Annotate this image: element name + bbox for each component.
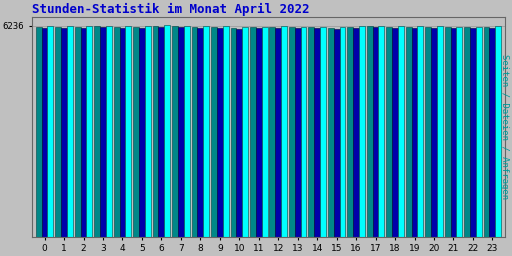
- Bar: [114, 27, 119, 237]
- Bar: [398, 26, 404, 237]
- Bar: [437, 26, 443, 237]
- Bar: [203, 26, 209, 237]
- Bar: [445, 27, 451, 237]
- Bar: [67, 26, 73, 237]
- Bar: [269, 27, 275, 237]
- Bar: [417, 26, 423, 237]
- Bar: [80, 28, 87, 237]
- Bar: [191, 27, 198, 237]
- Bar: [198, 28, 203, 237]
- Bar: [301, 27, 307, 237]
- Bar: [75, 27, 80, 237]
- Bar: [36, 27, 41, 237]
- Bar: [412, 28, 417, 237]
- Bar: [295, 28, 301, 237]
- Bar: [100, 27, 106, 237]
- Bar: [172, 26, 178, 237]
- Bar: [256, 28, 262, 237]
- Bar: [470, 28, 476, 237]
- Bar: [373, 27, 378, 237]
- Bar: [431, 28, 437, 237]
- Bar: [230, 28, 237, 237]
- Bar: [159, 27, 164, 237]
- Bar: [125, 26, 131, 237]
- Bar: [178, 27, 184, 237]
- Bar: [87, 26, 92, 237]
- Bar: [106, 26, 112, 237]
- Bar: [153, 26, 159, 237]
- Bar: [334, 28, 339, 237]
- Bar: [242, 27, 248, 237]
- Bar: [320, 27, 326, 237]
- Bar: [61, 28, 67, 237]
- Bar: [456, 27, 462, 237]
- Bar: [275, 28, 281, 237]
- Bar: [392, 28, 398, 237]
- Bar: [339, 27, 346, 237]
- Bar: [386, 27, 392, 237]
- Bar: [237, 28, 242, 237]
- Bar: [145, 26, 151, 237]
- Bar: [451, 28, 456, 237]
- Bar: [464, 27, 470, 237]
- Bar: [211, 27, 217, 237]
- Bar: [48, 26, 53, 237]
- Bar: [184, 26, 189, 237]
- Bar: [378, 26, 385, 237]
- Bar: [262, 27, 267, 237]
- Bar: [495, 26, 501, 237]
- Bar: [489, 28, 495, 237]
- Bar: [41, 28, 48, 237]
- Bar: [217, 28, 223, 237]
- Y-axis label: Seiten / Dateien / Anfragen: Seiten / Dateien / Anfragen: [500, 54, 509, 199]
- Bar: [139, 28, 145, 237]
- Bar: [328, 28, 334, 237]
- Bar: [281, 26, 287, 237]
- Text: Stunden-Statistik im Monat April 2022: Stunden-Statistik im Monat April 2022: [32, 3, 309, 16]
- Bar: [425, 27, 431, 237]
- Bar: [55, 27, 61, 237]
- Bar: [359, 26, 365, 237]
- Bar: [367, 26, 373, 237]
- Bar: [94, 26, 100, 237]
- Bar: [406, 27, 412, 237]
- Bar: [308, 27, 314, 237]
- Bar: [347, 27, 353, 237]
- Bar: [484, 27, 489, 237]
- Bar: [119, 28, 125, 237]
- Bar: [223, 26, 228, 237]
- Bar: [133, 27, 139, 237]
- Bar: [314, 28, 320, 237]
- Bar: [353, 28, 359, 237]
- Bar: [289, 27, 295, 237]
- Bar: [164, 25, 170, 237]
- Bar: [250, 27, 256, 237]
- Bar: [476, 27, 482, 237]
